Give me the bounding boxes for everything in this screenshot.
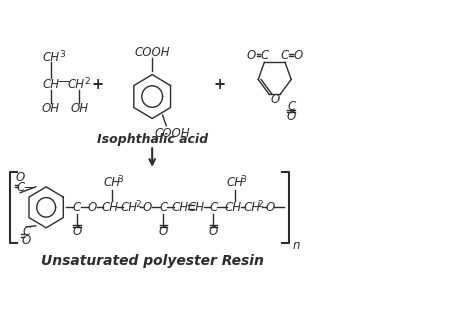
Text: O: O [270, 93, 279, 107]
Text: O: O [22, 234, 31, 247]
Text: CH: CH [172, 201, 189, 214]
Text: 3: 3 [117, 175, 123, 184]
Text: 2: 2 [84, 77, 90, 86]
Text: COOH: COOH [154, 127, 190, 140]
Text: CH: CH [101, 201, 118, 214]
Text: —: — [24, 181, 36, 194]
Text: CH: CH [121, 201, 138, 214]
Text: CH: CH [225, 201, 242, 214]
Text: 2: 2 [258, 200, 264, 209]
Text: 3: 3 [60, 50, 65, 59]
Text: CH: CH [188, 201, 205, 214]
Text: O: O [16, 171, 25, 184]
Text: OH: OH [70, 102, 88, 115]
Text: C: C [16, 181, 24, 194]
Text: O: O [287, 109, 296, 123]
Text: —: — [58, 75, 70, 88]
Text: O: O [143, 201, 152, 214]
Text: C: C [73, 201, 81, 214]
Text: C: C [260, 49, 268, 61]
Text: CH: CH [227, 176, 244, 189]
Text: CH: CH [103, 176, 120, 189]
Text: O: O [265, 201, 274, 214]
Text: 3: 3 [241, 175, 246, 184]
Text: COOH: COOH [134, 46, 170, 59]
Text: C: C [281, 49, 289, 61]
Text: 2: 2 [135, 200, 141, 209]
Text: O: O [293, 49, 303, 61]
Text: C: C [287, 100, 295, 113]
Text: O: O [72, 225, 82, 238]
Text: CH: CH [42, 78, 59, 91]
Text: n: n [292, 239, 300, 252]
Text: +: + [92, 77, 104, 92]
Text: C: C [210, 201, 218, 214]
Text: C: C [159, 201, 168, 214]
Text: O: O [159, 225, 168, 238]
Text: CH: CH [244, 201, 261, 214]
Text: CH: CH [42, 51, 59, 64]
Text: OH: OH [42, 102, 60, 115]
Text: Isophthalic acid: Isophthalic acid [97, 132, 208, 146]
Text: O: O [246, 49, 256, 61]
Text: C: C [22, 225, 30, 238]
Text: O: O [88, 201, 97, 214]
Text: O: O [209, 225, 218, 238]
Text: +: + [213, 77, 225, 92]
Text: CH: CH [67, 78, 84, 91]
Text: Unsaturated polyester Resin: Unsaturated polyester Resin [41, 254, 264, 268]
